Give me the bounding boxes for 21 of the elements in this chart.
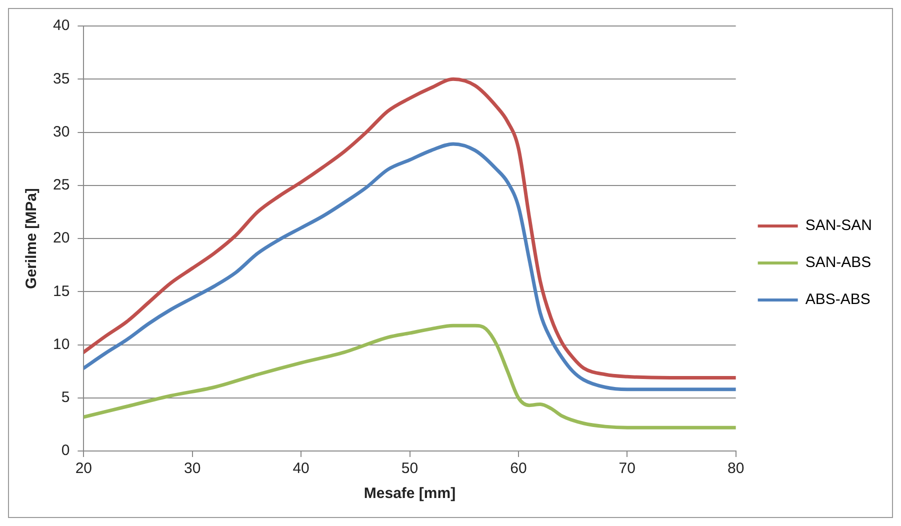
x-tick-label: 30 [184, 460, 201, 478]
x-tick-label: 60 [510, 460, 527, 478]
x-tick-label: 40 [292, 460, 310, 478]
y-tick-label: 10 [52, 336, 70, 353]
y-tick-label: 40 [52, 17, 70, 34]
x-tick-label: 50 [401, 460, 418, 478]
y-axis-title: Gerilme [MPa] [23, 188, 40, 289]
x-tick-label: 70 [618, 460, 636, 478]
legend-label: ABS-ABS [805, 291, 870, 308]
y-tick-label: 25 [52, 176, 70, 194]
x-axis-title: Mesafe [mm] [364, 485, 456, 502]
y-tick-label: 0 [61, 442, 70, 460]
legend-label: SAN-SAN [805, 217, 872, 234]
y-tick-label: 35 [52, 70, 70, 88]
y-tick-label: 20 [52, 230, 70, 247]
y-tick-label: 5 [61, 389, 70, 406]
x-tick-label: 80 [727, 460, 744, 478]
y-tick-label: 30 [52, 123, 70, 140]
y-tick-label: 15 [52, 282, 70, 300]
x-tick-label: 20 [75, 460, 92, 478]
legend-label: SAN-ABS [805, 254, 872, 272]
